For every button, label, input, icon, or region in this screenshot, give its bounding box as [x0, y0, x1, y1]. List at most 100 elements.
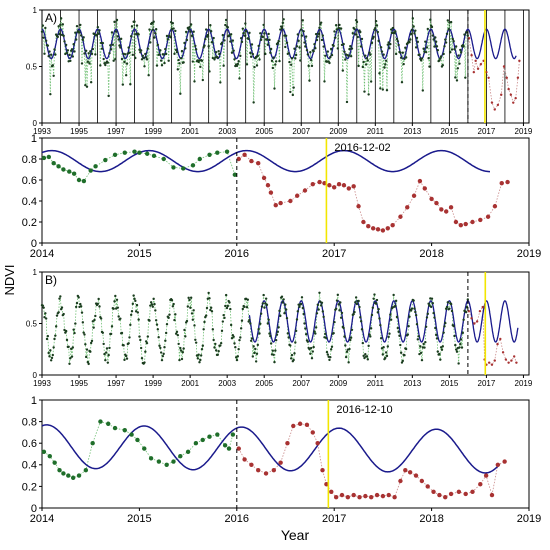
pre-break-point — [274, 338, 278, 342]
pre-break-point — [129, 323, 132, 327]
post-break-point — [444, 209, 449, 214]
post-break-point — [392, 495, 397, 500]
pre-break-point — [363, 356, 366, 360]
pre-break-point — [459, 48, 462, 52]
pre-break-point — [84, 83, 87, 87]
pre-break-point — [109, 48, 113, 51]
pre-break-point — [399, 351, 403, 354]
post-break-point — [478, 217, 483, 223]
pre-break-point — [123, 60, 126, 64]
pre-break-point — [83, 52, 86, 55]
post-break-point — [492, 204, 498, 209]
pre-break-point — [235, 358, 239, 362]
pre-break-point — [132, 294, 135, 297]
pre-break-point — [194, 48, 198, 51]
post-break-point — [470, 54, 473, 57]
x-tick-label: 1993 — [33, 379, 51, 388]
post-break-point — [495, 462, 501, 467]
pre-break-point — [87, 362, 90, 366]
pre-break-point — [113, 20, 116, 24]
pre-break-point — [73, 331, 76, 335]
post-break-point — [467, 37, 471, 40]
pre-break-point — [315, 38, 319, 42]
pre-break-point — [90, 441, 95, 446]
post-break-point — [375, 227, 381, 232]
pre-break-point — [153, 36, 156, 39]
post-break-point — [507, 87, 510, 91]
pre-break-point — [361, 341, 365, 345]
pre-break-point — [466, 298, 470, 301]
pre-break-point — [81, 178, 87, 184]
pre-break-point — [74, 31, 77, 34]
pre-break-point — [401, 51, 405, 54]
pre-break-point — [203, 44, 206, 47]
pre-break-point — [274, 60, 278, 63]
pre-break-point — [321, 310, 325, 313]
post-break-point — [473, 322, 476, 325]
post-break-point — [339, 492, 345, 498]
post-break-point — [474, 59, 477, 63]
x-tick-label: 2019 — [515, 127, 533, 136]
x-tick-label: 2009 — [329, 379, 347, 388]
x-tick-label: 1997 — [107, 127, 125, 136]
pre-break-point — [197, 156, 202, 162]
pre-break-point — [208, 297, 211, 300]
pre-break-point — [88, 62, 91, 65]
pre-break-point — [128, 51, 131, 54]
post-break-point — [509, 93, 513, 96]
post-break-point — [463, 221, 468, 227]
pre-break-point — [420, 358, 424, 362]
pre-break-point — [345, 100, 349, 104]
pre-break-point — [455, 350, 459, 353]
pre-break-point — [297, 39, 300, 43]
y-tick-label: 0 — [33, 371, 38, 380]
post-break-point — [268, 190, 274, 195]
pre-break-point — [98, 29, 101, 32]
pre-break-point — [150, 303, 154, 306]
pre-break-point — [256, 54, 260, 58]
pre-break-point — [395, 315, 399, 319]
pre-break-point — [204, 28, 208, 31]
pre-break-point — [256, 343, 260, 347]
pre-break-point — [385, 89, 389, 92]
pre-break-point — [141, 54, 145, 57]
pre-break-point — [64, 43, 68, 47]
pre-break-point — [76, 177, 82, 183]
pre-break-point — [98, 419, 103, 424]
pre-break-point — [230, 337, 234, 340]
pre-break-point — [307, 64, 310, 68]
post-break-point — [499, 180, 504, 186]
pre-break-point — [230, 51, 234, 54]
pre-break-point — [138, 335, 141, 338]
pre-break-point — [61, 23, 65, 26]
pre-break-point — [134, 56, 137, 60]
pre-break-point — [177, 342, 180, 346]
pre-break-point — [303, 322, 306, 325]
pre-break-point — [431, 34, 435, 37]
panel-label: B) — [45, 273, 57, 287]
pre-break-point — [434, 326, 437, 330]
post-break-point — [502, 65, 506, 68]
pre-break-point — [152, 297, 155, 301]
pre-break-point — [386, 43, 390, 46]
pre-break-point — [340, 311, 344, 315]
pre-break-point — [301, 19, 305, 22]
pre-break-point — [222, 313, 225, 317]
post-break-point — [333, 495, 339, 500]
detection-date-label: 2016-12-02 — [334, 142, 390, 154]
pre-break-point — [316, 303, 320, 306]
pre-break-point — [375, 24, 379, 27]
pre-break-point — [162, 53, 165, 56]
pre-break-point — [209, 30, 213, 33]
pre-break-point — [114, 294, 117, 298]
pre-break-point — [358, 305, 361, 309]
pre-break-point — [412, 25, 415, 28]
pre-break-point — [226, 304, 230, 308]
plot-frame — [41, 137, 530, 244]
post-break-point — [386, 492, 391, 498]
x-tick-label: 2013 — [403, 127, 421, 136]
pre-break-point — [142, 446, 147, 451]
pre-break-point — [54, 325, 58, 328]
pre-break-point — [109, 44, 112, 47]
pre-break-point — [182, 347, 185, 350]
